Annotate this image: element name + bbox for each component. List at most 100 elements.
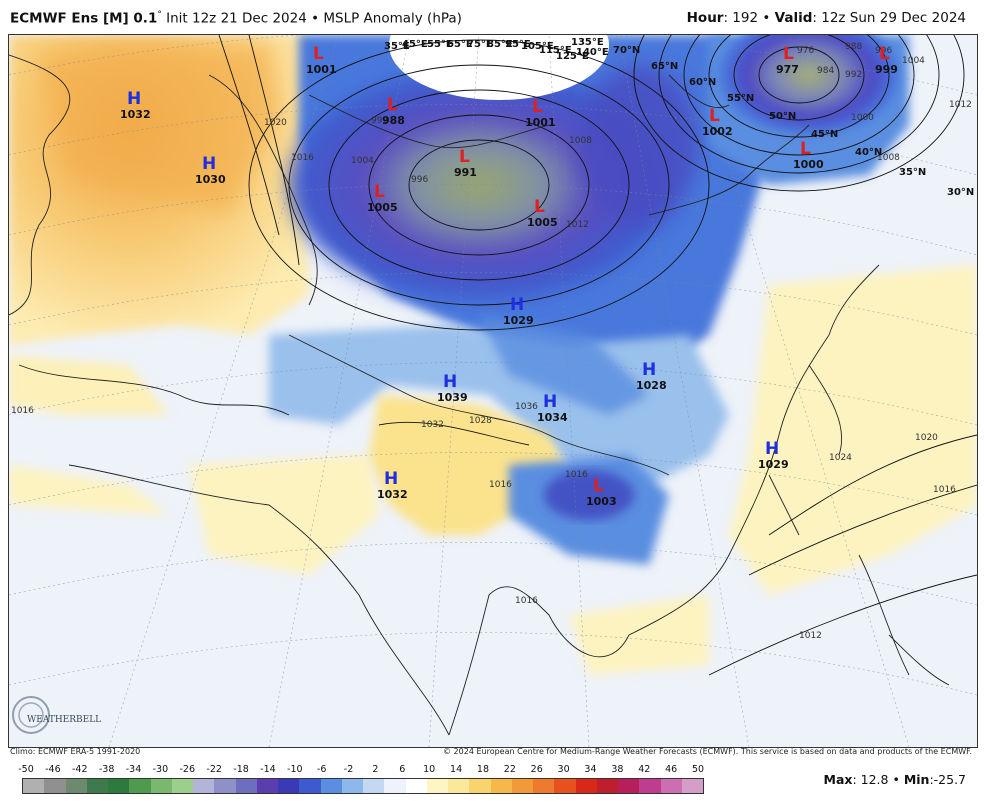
max-min-readout: Max: 12.8 • Min:-25.7 — [824, 772, 967, 787]
isobar-label: 1024 — [829, 453, 852, 463]
colorbar-swatch — [533, 779, 555, 793]
colorbar-swatch — [129, 779, 151, 793]
isobar-label: 992 — [845, 70, 862, 80]
longitude-label: 95°E — [505, 39, 531, 50]
colorbar-tick: -38 — [98, 764, 115, 775]
colorbar-swatch — [469, 779, 491, 793]
min-label: Min — [903, 772, 930, 787]
colorbar-swatch — [320, 779, 342, 793]
svg-text:999: 999 — [875, 63, 898, 76]
anomaly-shading — [9, 35, 977, 675]
svg-text:L: L — [459, 147, 470, 167]
colorbar-tick: 38 — [611, 764, 624, 775]
isobar-label: 976 — [797, 46, 814, 56]
isobar-label: 1016 — [933, 485, 956, 495]
colorbar-tick: -14 — [260, 764, 276, 775]
svg-text:L: L — [534, 197, 545, 217]
colorbar-swatch — [490, 779, 512, 793]
colorbar-swatch — [660, 779, 682, 793]
isobar-label: 1016 — [291, 153, 314, 163]
copyright-text: © 2024 European Centre for Medium-Range … — [443, 747, 972, 756]
svg-text:977: 977 — [776, 63, 799, 76]
latitude-label: 70°N — [613, 45, 640, 56]
isobar-label: 996 — [875, 46, 892, 56]
isobar-label: 1004 — [351, 156, 374, 166]
isobar-label: 1016 — [565, 470, 588, 480]
svg-text:991: 991 — [454, 166, 477, 179]
header-bar: ECMWF Ens [M] 0.1° Init 12z 21 Dec 2024 … — [0, 0, 984, 34]
longitude-label: 140°E — [576, 47, 609, 58]
colorbar-swatch — [363, 779, 385, 793]
isobar-label: 1016 — [11, 406, 34, 416]
longitude-label: 55°E — [427, 39, 453, 50]
longitude-label: 65°E — [447, 39, 473, 50]
colorbar-swatch — [639, 779, 661, 793]
svg-text:1030: 1030 — [195, 173, 226, 186]
valid-time: Hour: 192 • Valid: 12z Sun 29 Dec 2024 — [687, 10, 966, 26]
header-bullet: • — [762, 10, 771, 26]
colorbar-swatch — [511, 779, 533, 793]
credits-line: Climo: ECMWF ERA-5 1991-2020 © 2024 Euro… — [10, 747, 976, 759]
longitude-label: 35°E — [384, 41, 410, 52]
colorbar-swatch — [65, 779, 87, 793]
colorbar-swatch — [235, 779, 257, 793]
colorbar-tick: -30 — [152, 764, 169, 775]
longitude-label: 115°E — [539, 45, 572, 56]
anomaly-map: 1020 1016 1008 1004 996 992 1012 1024 10… — [8, 34, 978, 748]
svg-text:H: H — [202, 154, 216, 174]
colorbar-swatch — [214, 779, 236, 793]
longitude-label: 125°E — [556, 51, 589, 62]
isobar-label: 1028 — [469, 416, 492, 426]
svg-text:L: L — [313, 44, 324, 64]
latitude-label: 35°N — [899, 167, 926, 178]
latitude-labels: 70°N 65°N 60°N 55°N 50°N 45°N 40°N 35°N … — [613, 45, 974, 198]
colorbar-tick: 26 — [530, 764, 543, 775]
isobar-label: 1020 — [264, 118, 287, 128]
svg-text:L: L — [532, 97, 543, 117]
colorbar-tick: 46 — [665, 764, 678, 775]
svg-text:L: L — [879, 44, 890, 64]
title: ECMWF Ens [M] 0.1° Init 12z 21 Dec 2024 … — [10, 10, 462, 27]
svg-text:1002: 1002 — [702, 125, 733, 138]
hour-label: Hour — [686, 10, 724, 26]
colorbar-swatch — [171, 779, 193, 793]
svg-text:1005: 1005 — [367, 201, 398, 214]
longitude-labels: 35°E 45°E 55°E 65°E 75°E 85°E 95°E 105°E… — [384, 37, 609, 62]
isobar-label: 996 — [411, 175, 428, 185]
valid-value: : 12z Sun 29 Dec 2024 — [812, 10, 966, 26]
weatherbell-logo: WEATHERBELL — [12, 696, 101, 734]
svg-text:H: H — [127, 89, 141, 109]
isobar-label: 1012 — [799, 631, 822, 641]
colorbar-swatch — [193, 779, 215, 793]
svg-text:L: L — [593, 476, 604, 496]
hour-value: : 192 — [723, 10, 759, 26]
colorbar-swatch — [448, 779, 470, 793]
svg-text:H: H — [510, 295, 524, 315]
isobar-label: 1020 — [915, 433, 938, 443]
latitude-label: 60°N — [689, 77, 716, 88]
colorbar-tick: 42 — [638, 764, 651, 775]
colorbar-swatch — [681, 779, 703, 793]
max-label: Max — [823, 772, 853, 787]
isobar-label: 1008 — [877, 153, 900, 163]
colorbar-tick: 50 — [691, 764, 705, 775]
init-time: Init 12z 21 Dec 2024 — [161, 10, 307, 27]
longitude-label: 75°E — [467, 39, 493, 50]
colorbar-swatch — [44, 779, 66, 793]
svg-text:H: H — [765, 439, 779, 459]
longitude-label: 105°E — [521, 41, 554, 52]
latitude-label: 30°N — [947, 187, 974, 198]
svg-text:1032: 1032 — [377, 488, 408, 501]
logo-text: WEATHERBELL — [27, 715, 101, 725]
colorbar-tick: -6 — [316, 764, 327, 775]
